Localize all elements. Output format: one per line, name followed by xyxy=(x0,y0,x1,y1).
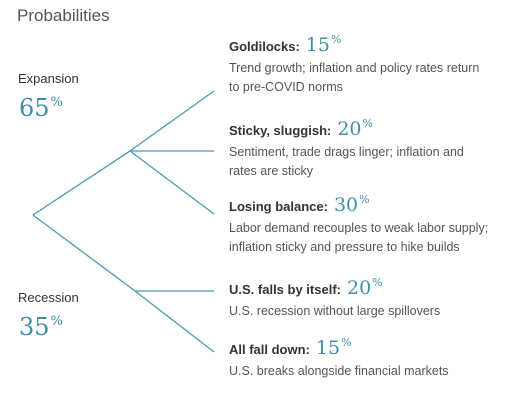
scenario-name: Goldilocks: xyxy=(229,39,300,54)
scenario-description: U.S. breaks alongside financial markets xyxy=(229,362,519,381)
scenario-probability: 20% xyxy=(346,276,383,299)
description-line: Sentiment, trade drags linger; inflation… xyxy=(229,145,464,159)
branch-probability-value: 65 xyxy=(19,94,50,122)
diagram-title: Probabilities xyxy=(17,6,110,25)
scenario-losing-balance: Losing balance: 30% Labor demand recoupl… xyxy=(229,193,519,257)
scenario-probability-value: 15 xyxy=(305,34,330,56)
scenario-probability-value: 30 xyxy=(333,194,359,216)
scenario-probability-value: 20 xyxy=(346,277,372,299)
scenario-description: Labor demand recouples to weak labor sup… xyxy=(229,219,519,257)
branch-probability-expansion: 65% xyxy=(19,96,63,120)
scenario-probability: 15% xyxy=(305,33,342,56)
scenario-name: U.S. falls by itself: xyxy=(229,282,341,297)
scenario-name: Sticky, sluggish: xyxy=(229,123,332,138)
scenario-name: Losing balance: xyxy=(229,199,328,214)
scenario-sticky-sluggish: Sticky, sluggish: 20% Sentiment, trade d… xyxy=(229,117,519,181)
scenario-probability: 20% xyxy=(337,117,373,140)
description-line: inflation sticky and pressure to hike bu… xyxy=(229,240,460,254)
scenario-us-falls-by-itself: U.S. falls by itself: 20% U.S. recession… xyxy=(229,276,519,321)
percent-sign: % xyxy=(362,117,373,130)
percent-sign: % xyxy=(341,336,352,349)
percent-sign: % xyxy=(330,33,342,46)
scenario-probability: 15% xyxy=(315,336,352,359)
percent-sign: % xyxy=(50,95,63,110)
branch-label-expansion: Expansion xyxy=(18,71,79,86)
description-line: rates are sticky xyxy=(229,164,314,178)
scenario-probability-value: 20 xyxy=(337,118,362,140)
scenario-probability: 30% xyxy=(333,193,370,216)
description-line: to pre-COVID norms xyxy=(229,80,343,94)
percent-sign: % xyxy=(359,193,370,206)
scenario-goldilocks: Goldilocks: 15% Trend growth; inflation … xyxy=(229,33,519,97)
branch-probability-value: 35 xyxy=(19,313,50,341)
percent-sign: % xyxy=(372,276,383,289)
description-line: Trend growth; inflation and policy rates… xyxy=(229,61,480,75)
scenario-name: All fall down: xyxy=(229,342,310,357)
description-line: U.S. recession without large spillovers xyxy=(229,304,441,318)
description-line: U.S. breaks alongside financial markets xyxy=(229,364,449,378)
scenario-description: U.S. recession without large spillovers xyxy=(229,302,519,321)
percent-sign: % xyxy=(50,314,63,329)
scenario-description: Sentiment, trade drags linger; inflation… xyxy=(229,143,519,181)
branch-probability-recession: 35% xyxy=(19,315,63,339)
scenario-all-fall-down: All fall down: 15% U.S. breaks alongside… xyxy=(229,336,519,381)
edge-recession-all-fall-down xyxy=(134,290,215,353)
description-line: Labor demand recouples to weak labor sup… xyxy=(229,221,489,235)
edge-root-expansion xyxy=(32,150,131,216)
edge-expansion-goldilocks xyxy=(129,90,215,152)
edge-root-recession xyxy=(32,214,136,292)
scenario-description: Trend growth; inflation and policy rates… xyxy=(229,59,519,97)
scenario-probability-value: 15 xyxy=(315,337,341,359)
branch-label-recession: Recession xyxy=(18,290,79,305)
edge-expansion-losing-balance xyxy=(129,150,215,215)
